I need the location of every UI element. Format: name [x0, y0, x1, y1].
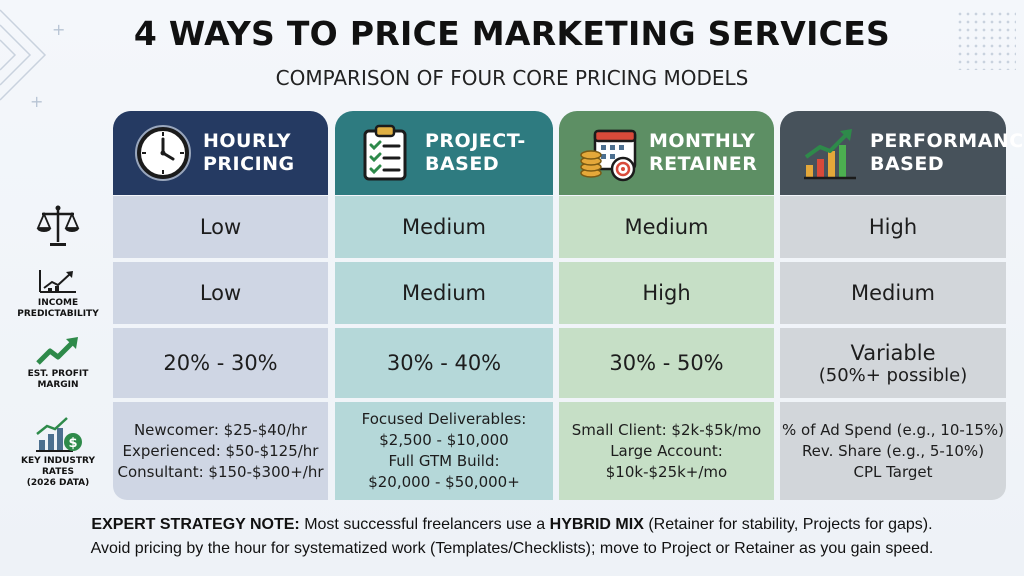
cell-retainer-risk: Medium: [559, 196, 774, 258]
column-header-hourly: HOURLY PRICING: [113, 111, 328, 195]
rate-line: Newcomer: $25-$40/hr: [133, 420, 308, 439]
cell-project-margin: 30% - 40%: [335, 328, 553, 398]
rate-line: Small Client: $2k-$5k/mo: [571, 420, 762, 439]
rate-line: $10k-$25k+/mo: [605, 462, 728, 481]
growth-chart-icon: [804, 129, 856, 180]
row-label-industry-rates: $ KEY INDUSTRY RATES (2026 DATA): [12, 402, 104, 500]
cell-performance-rates: % of Ad Spend (e.g., 10-15%) Rev. Share …: [780, 402, 1006, 500]
svg-text:$: $: [68, 436, 77, 451]
balance-scale-icon: [36, 205, 80, 246]
cell-project-predictability: Medium: [335, 262, 553, 324]
rate-line: Consultant: $150-$300+/hr: [117, 462, 324, 481]
cell-hourly-risk: Low: [113, 196, 328, 258]
margin-value: Variable: [850, 340, 936, 365]
cell-project-risk: Medium: [335, 196, 553, 258]
decorative-dots: [956, 10, 1016, 70]
calendar-coins-target-icon: [580, 129, 637, 182]
row-label-risk: [12, 196, 104, 258]
rate-line: Full GTM Build:: [388, 452, 500, 470]
page-subtitle: COMPARISON OF FOUR CORE PRICING MODELS: [275, 66, 749, 90]
note-text: Most successful freelancers use a: [299, 516, 550, 533]
rate-line: % of Ad Spend (e.g., 10-15%): [782, 420, 1004, 439]
row-label-income-predictability: INCOME PREDICTABILITY: [12, 262, 104, 324]
trend-line-icon: [39, 270, 76, 293]
note-emphasis: HYBRID MIX: [549, 516, 644, 533]
row-label-profit-margin: EST. PROFIT MARGIN: [12, 328, 104, 398]
row-label-text: EST. PROFIT MARGIN: [27, 369, 89, 390]
column-title: HOURLY PRICING: [203, 130, 295, 175]
cell-hourly-rates: Newcomer: $25-$40/hr Experienced: $50-$1…: [113, 402, 328, 500]
row-label-text: INCOME PREDICTABILITY: [17, 298, 99, 319]
rate-line: Experienced: $50-$125/hr: [122, 441, 319, 460]
cell-performance-margin: Variable (50%+ possible): [780, 328, 1006, 398]
page-title: 4 WAYS TO PRICE MARKETING SERVICES: [133, 14, 891, 53]
margin-note: (50%+ possible): [818, 364, 968, 386]
column-title: PERFORMANCE- BASED: [870, 130, 1024, 175]
column-header-performance: PERFORMANCE- BASED: [780, 111, 1024, 195]
cell-retainer-margin: 30% - 50%: [559, 328, 774, 398]
clipboard-checklist-icon: [363, 124, 407, 181]
rate-line: CPL Target: [853, 462, 933, 481]
note-lead: EXPERT STRATEGY NOTE:: [91, 516, 300, 533]
strategy-note-line-1: EXPERT STRATEGY NOTE: Most successful fr…: [0, 516, 1024, 534]
strategy-note-line-2: Avoid pricing by the hour for systematiz…: [90, 540, 934, 557]
rate-line: $2,500 - $10,000: [379, 431, 509, 449]
column-header-project: PROJECT- BASED: [335, 111, 553, 195]
rate-line: $20,000 - $50,000+: [368, 473, 520, 491]
column-title: MONTHLY RETAINER: [649, 130, 758, 175]
cell-hourly-predictability: Low: [113, 262, 328, 324]
cell-project-rates: Focused Deliverables: $2,500 - $10,000 F…: [335, 402, 553, 500]
decorative-lines: [0, 9, 47, 101]
cell-retainer-predictability: High: [559, 262, 774, 324]
decorative-plus: +: [52, 20, 66, 39]
rate-line: Rev. Share (e.g., 5-10%): [801, 441, 985, 460]
clock-icon: [135, 125, 191, 181]
column-header-retainer: MONTHLY RETAINER: [559, 111, 774, 195]
cell-retainer-rates: Small Client: $2k-$5k/mo Large Account: …: [559, 402, 774, 500]
money-bar-chart-icon: $: [36, 416, 82, 452]
cell-performance-predictability: Medium: [780, 262, 1006, 324]
rate-line: Focused Deliverables:: [361, 410, 527, 428]
row-label-text: KEY INDUSTRY RATES (2026 DATA): [20, 455, 95, 488]
decorative-plus: +: [30, 92, 44, 111]
column-title: PROJECT- BASED: [425, 130, 526, 175]
upward-arrow-icon: [36, 337, 78, 365]
cell-performance-risk: High: [780, 196, 1006, 258]
rate-line: Large Account:: [610, 441, 723, 460]
cell-hourly-margin: 20% - 30%: [113, 328, 328, 398]
note-text: (Retainer for stability, Projects for ga…: [643, 516, 933, 533]
